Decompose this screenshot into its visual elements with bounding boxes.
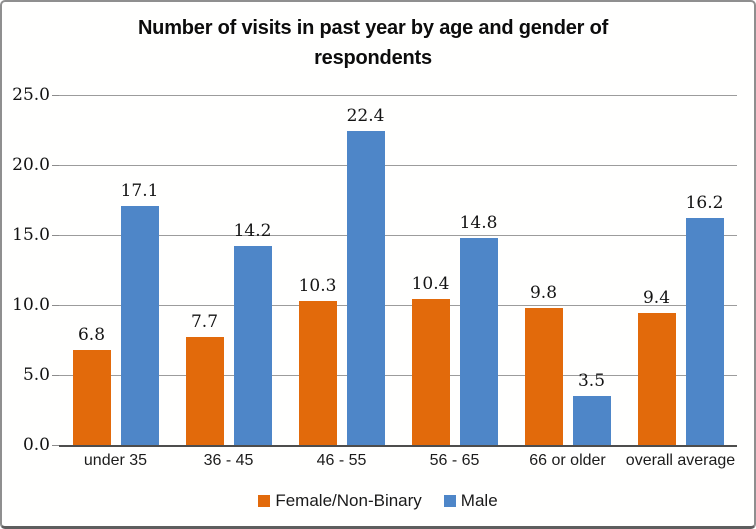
legend-swatch-icon xyxy=(443,495,456,507)
y-axis-tick xyxy=(52,95,59,96)
data-label: 9.4 xyxy=(642,288,671,309)
bar-male: 3.5 xyxy=(572,371,611,445)
bar-group: 9.8 3.5 xyxy=(511,95,624,445)
data-label: 17.1 xyxy=(120,180,159,201)
bar-group: 9.4 16.2 xyxy=(624,95,737,445)
data-label: 9.8 xyxy=(529,282,558,303)
bar-male: 16.2 xyxy=(685,193,724,445)
bar-female-non-binary: 7.7 xyxy=(185,312,224,445)
y-tick-label: 0.0 xyxy=(22,435,50,455)
chart-title-line-1: Number of visits in past year by age and… xyxy=(137,17,609,39)
chart-title-line-2: respondents xyxy=(314,47,432,69)
plot-area: 6.8 17.1 7.7 14.2 10.3 22.4 10.4 14.8 9.8 3.5 9.4 1… xyxy=(52,95,737,447)
legend-item: Female/Non-Binary xyxy=(258,491,422,511)
data-label: 14.8 xyxy=(459,212,498,233)
bar-group: 7.7 14.2 xyxy=(172,95,285,445)
category-label: 46 - 55 xyxy=(316,452,367,469)
y-axis-tick xyxy=(52,445,59,446)
y-tick-label: 25.0 xyxy=(12,85,50,105)
bar-male: 22.4 xyxy=(346,106,385,445)
x-axis-labels: under 35 36 - 45 46 - 55 56 - 65 66 or older… xyxy=(59,452,737,470)
bar-female-non-binary: 9.4 xyxy=(637,288,676,445)
bar-female-non-binary: 9.8 xyxy=(524,283,563,445)
gridline xyxy=(59,305,737,306)
legend-label: Male xyxy=(460,491,498,510)
y-axis-tick xyxy=(52,165,59,166)
y-axis-tick xyxy=(52,375,59,376)
data-label: 16.2 xyxy=(685,193,724,214)
bar-group: 6.8 17.1 xyxy=(59,95,172,445)
y-axis-tick xyxy=(52,305,59,306)
bar-male: 14.2 xyxy=(233,221,272,445)
bar-female-non-binary: 10.4 xyxy=(411,274,450,445)
y-tick-label: 10.0 xyxy=(12,295,50,315)
data-label: 14.2 xyxy=(233,221,272,242)
data-label: 10.3 xyxy=(298,275,337,296)
legend-item: Male xyxy=(443,491,498,511)
bar-group: 10.4 14.8 xyxy=(398,95,511,445)
y-tick-label: 5.0 xyxy=(22,365,50,385)
data-label: 7.7 xyxy=(190,312,219,333)
bar-female-non-binary: 10.3 xyxy=(298,276,337,445)
bar-male: 14.8 xyxy=(459,213,498,445)
y-tick-label: 20.0 xyxy=(12,155,50,175)
legend-swatch-icon xyxy=(258,495,271,507)
gridline xyxy=(59,235,737,236)
data-label: 10.4 xyxy=(411,274,450,295)
legend-label: Female/Non-Binary xyxy=(275,491,422,510)
bar-group: 10.3 22.4 xyxy=(285,95,398,445)
category-label: 56 - 65 xyxy=(429,452,480,469)
gridline xyxy=(59,375,737,376)
y-tick-label: 15.0 xyxy=(12,225,50,245)
chart-title: Number of visits in past year by age and… xyxy=(2,13,744,73)
data-label: 6.8 xyxy=(77,324,106,345)
category-label: under 35 xyxy=(83,452,148,469)
bar-male: 17.1 xyxy=(120,181,159,445)
data-label: 22.4 xyxy=(346,106,385,127)
category-label: 66 or older xyxy=(529,452,606,469)
gridline xyxy=(59,165,737,166)
bar-female-non-binary: 6.8 xyxy=(72,325,111,445)
bar-groups: 6.8 17.1 7.7 14.2 10.3 22.4 10.4 14.8 9.8 3.5 9.4 1… xyxy=(59,95,737,445)
category-label: 36 - 45 xyxy=(203,452,254,469)
y-axis-labels: 0.0 5.0 10.0 15.0 20.0 25.0 xyxy=(6,85,50,455)
y-axis-tick xyxy=(52,235,59,236)
data-label: 3.5 xyxy=(577,371,606,391)
legend: Female/Non-Binary Male xyxy=(2,491,754,511)
gridline xyxy=(59,95,737,96)
category-label: overall average xyxy=(625,452,736,469)
